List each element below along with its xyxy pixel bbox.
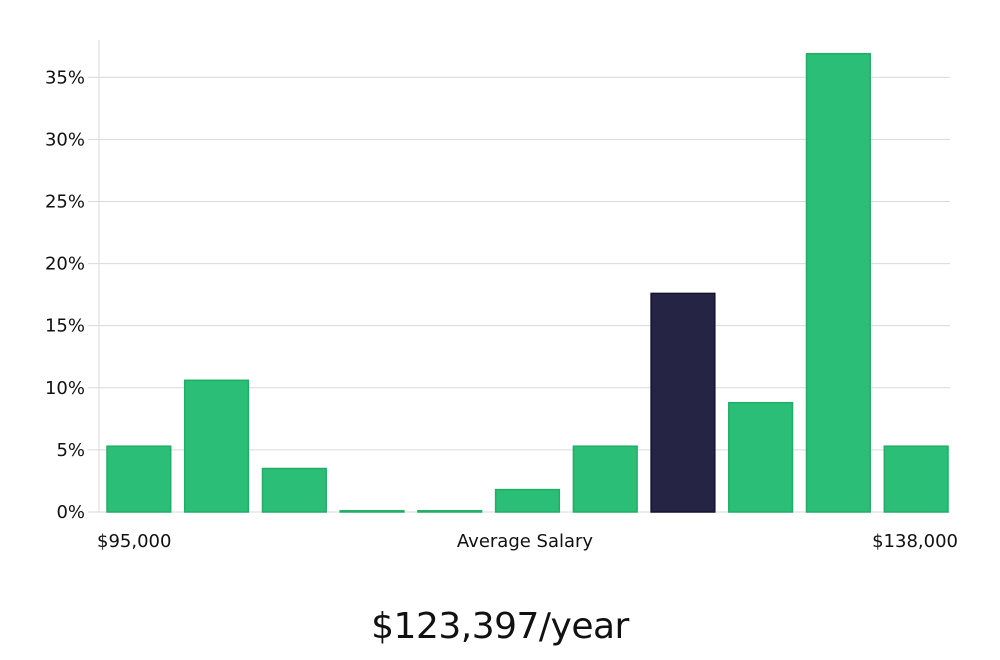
- y-tick-label: 5%: [56, 440, 85, 461]
- x-label-max: $138,000: [872, 531, 958, 552]
- y-tick-label: 20%: [45, 254, 85, 275]
- bar: [339, 510, 405, 513]
- y-axis-ticks: 0% 5% 10% 15% 20% 25% 30% 35%: [45, 67, 85, 523]
- bar: [494, 488, 561, 513]
- bar: [106, 445, 172, 513]
- bar: [183, 379, 250, 513]
- y-tick-label: 10%: [45, 378, 85, 399]
- y-tick-label: 0%: [56, 502, 85, 523]
- bar: [261, 467, 327, 513]
- x-label-min: $95,000: [97, 531, 171, 552]
- bar: [883, 445, 949, 513]
- bar: [728, 401, 794, 513]
- bar: [417, 510, 483, 513]
- bars: [106, 52, 949, 513]
- bar: [805, 52, 871, 513]
- salary-distribution-chart: 0% 5% 10% 15% 20% 25% 30% 35% $95,000 Average S…: [45, 40, 958, 552]
- y-tick-label: 30%: [45, 129, 85, 150]
- bar: [572, 445, 638, 513]
- bar-highlighted: [650, 292, 716, 513]
- y-tick-label: 15%: [45, 316, 85, 337]
- y-tick-label: 35%: [45, 67, 85, 88]
- average-salary-caption: $123,397/year: [371, 606, 629, 647]
- y-tick-label: 25%: [45, 191, 85, 212]
- x-label-center: Average Salary: [457, 531, 594, 552]
